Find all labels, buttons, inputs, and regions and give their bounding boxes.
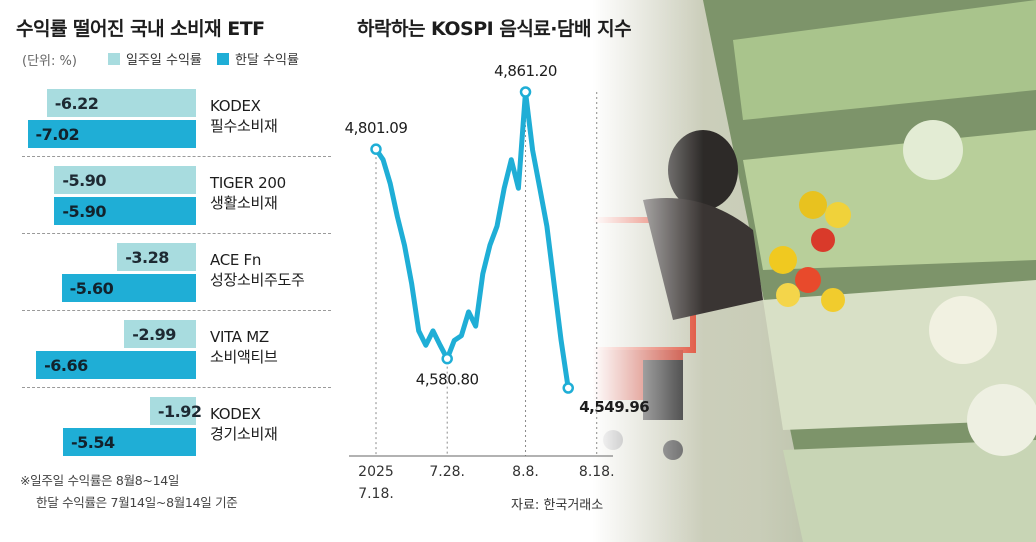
data-point-marker (519, 86, 532, 98)
legend-weekly-swatch (108, 52, 120, 65)
etf-name: ACE Fn 성장소비주도주 (210, 250, 305, 290)
etf-panel: 수익률 떨어진 국내 소비재 ETF (단위: %) 일주일 수익률 한달 수익… (0, 0, 343, 542)
etf-row: -5.90 -5.90 TIGER 200 생활소비재 (0, 157, 343, 234)
weekly-return-value: -6.22 (54, 93, 99, 113)
kospi-line-chart: 4,801.09 4,580.80 4,861.20 4,549.96 2025 7.18… (345, 62, 650, 502)
weekly-return-bar: -2.99 (124, 320, 196, 348)
weekly-return-value: -5.90 (62, 170, 107, 190)
etf-name-line: ACE Fn (210, 251, 262, 269)
etf-name-line: 경기소비재 (210, 425, 278, 443)
data-point-label: 4,801.09 (345, 119, 408, 137)
kospi-panel: 하락하는 KOSPI 음식료·담배 지수 4,801.09 4,580.80 4,8… (343, 0, 1036, 542)
etf-row: -2.99 -6.66 VITA MZ 소비액티브 (0, 311, 343, 388)
footnote-line-1: ※일주일 수익률은 8월8~14일 (20, 473, 180, 488)
source-label: 자료: 한국거래소 (511, 498, 604, 513)
etf-name-line: 성장소비주도주 (210, 271, 305, 289)
etf-name: VITA MZ 소비액티브 (210, 327, 278, 367)
weekly-return-value: -1.92 (157, 401, 202, 421)
etf-name-line: 필수소비재 (210, 117, 278, 135)
monthly-return-value: -5.60 (69, 278, 114, 298)
x-tick-label: 8.18. (579, 464, 615, 480)
unit-label: (단위: %) (22, 54, 77, 69)
monthly-return-bar: -6.66 (36, 351, 196, 379)
monthly-return-bar: -7.02 (27, 120, 196, 148)
etf-name: TIGER 200 생활소비재 (210, 173, 286, 213)
row-divider (22, 156, 331, 157)
weekly-return-bar: -3.28 (117, 243, 196, 271)
etf-name-line: TIGER 200 (210, 174, 286, 192)
data-point-label: 4,580.80 (416, 371, 479, 389)
etf-name-line: KODEX (210, 97, 261, 115)
supermarket-photo (343, 0, 1036, 542)
row-divider (22, 387, 331, 388)
etf-name-line: KODEX (210, 405, 261, 423)
legend-weekly: 일주일 수익률 (108, 49, 202, 68)
kospi-chart-title: 하락하는 KOSPI 음식료·담배 지수 (357, 18, 632, 40)
etf-name-line: 소비액티브 (210, 348, 278, 366)
monthly-return-value: -5.90 (62, 201, 107, 221)
monthly-return-value: -6.66 (44, 355, 88, 375)
monthly-return-bar: -5.54 (63, 428, 196, 456)
etf-name: KODEX 필수소비재 (210, 96, 278, 136)
monthly-return-value: -5.54 (71, 432, 115, 452)
etf-chart-title: 수익률 떨어진 국내 소비재 ETF (16, 18, 265, 40)
data-point-marker (562, 382, 574, 394)
weekly-return-bar: -1.92 (149, 397, 202, 425)
kospi-index-line (373, 89, 571, 391)
legend-monthly-swatch (217, 52, 229, 65)
legend-monthly: 한달 수익률 (217, 49, 299, 68)
x-tick-label: 7.28. (429, 464, 465, 480)
row-divider (22, 310, 331, 311)
data-point-label: 4,549.96 (579, 398, 649, 416)
data-point-marker (441, 352, 453, 365)
row-divider (22, 233, 331, 234)
weekly-return-bar: -5.90 (54, 166, 196, 194)
etf-row: -6.22 -7.02 KODEX 필수소비재 (0, 80, 343, 157)
etf-row: -3.28 -5.60 ACE Fn 성장소비주도주 (0, 234, 343, 311)
data-point-marker (370, 143, 382, 155)
etf-row: -1.92 -5.54 KODEX 경기소비재 (0, 388, 343, 465)
monthly-return-bar: -5.90 (54, 197, 196, 225)
etf-name-line: VITA MZ (210, 328, 269, 346)
legend-monthly-label: 한달 수익률 (235, 53, 299, 68)
etf-name-line: 생활소비재 (210, 194, 278, 212)
x-tick-label: 2025 (358, 464, 394, 480)
legend-weekly-label: 일주일 수익률 (126, 53, 202, 68)
weekly-return-bar: -6.22 (46, 89, 196, 117)
data-point-label: 4,861.20 (494, 62, 557, 80)
footnote-line-2: 한달 수익률은 7월14일~8월14일 기준 (36, 495, 238, 510)
weekly-return-value: -3.28 (125, 247, 169, 267)
x-tick-label: 7.18. (358, 486, 394, 502)
monthly-return-bar: -5.60 (61, 274, 196, 302)
x-tick-label: 8.8. (512, 464, 539, 480)
etf-name: KODEX 경기소비재 (210, 404, 278, 444)
weekly-return-value: -2.99 (132, 324, 176, 344)
monthly-return-value: -7.02 (35, 124, 80, 144)
